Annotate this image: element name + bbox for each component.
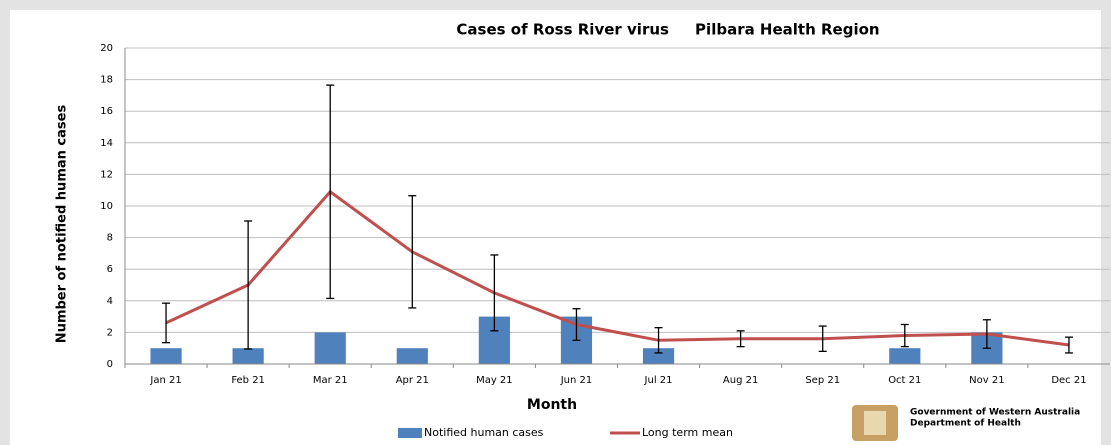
error-bar xyxy=(162,302,171,344)
y-tick-label: 6 xyxy=(107,264,113,275)
bar xyxy=(396,348,428,364)
mean-line xyxy=(165,189,1070,347)
error-bar xyxy=(654,327,663,354)
y-tick-label: 4 xyxy=(107,296,113,307)
legend-swatch xyxy=(398,428,422,438)
x-tick-label: Jan 21 xyxy=(149,375,181,386)
y-tick-label: 0 xyxy=(107,359,113,370)
y-tick-label: 14 xyxy=(100,138,113,149)
chart-title: Cases of Ross River virus Pilbara Health… xyxy=(456,21,879,39)
x-tick-label: Oct 21 xyxy=(888,375,921,386)
y-tick-label: 20 xyxy=(100,43,113,54)
bar xyxy=(232,348,264,364)
x-tick-label: Apr 21 xyxy=(396,375,429,386)
x-tick-label: May 21 xyxy=(476,375,513,386)
x-tick-label: Sep 21 xyxy=(805,375,840,386)
legend-label: Long term mean xyxy=(642,426,733,439)
error-bar xyxy=(490,254,499,332)
x-tick-label: Jul 21 xyxy=(644,375,673,386)
logo-shield xyxy=(864,411,886,435)
logo-text: Department of Health xyxy=(910,419,1021,429)
error-bar xyxy=(1064,336,1073,354)
bar xyxy=(889,348,921,364)
y-tick-label: 18 xyxy=(100,75,113,86)
y-tick-label: 8 xyxy=(107,233,113,244)
error-bar xyxy=(408,195,417,309)
error-bar xyxy=(326,84,335,300)
logo: Government of Western Australia Departme… xyxy=(852,405,1080,441)
error-bar xyxy=(982,319,991,349)
y-tick-label: 12 xyxy=(100,169,113,180)
x-tick-label: Jun 21 xyxy=(560,375,593,386)
y-axis-label: Number of notified human cases xyxy=(55,105,70,344)
x-tick-label: Feb 21 xyxy=(231,375,265,386)
y-tick-label: 16 xyxy=(100,106,113,117)
x-tick-label: Dec 21 xyxy=(1051,375,1086,386)
bar xyxy=(150,348,182,364)
y-tick-label: 10 xyxy=(100,201,113,212)
panel xyxy=(10,10,1101,445)
x-tick-label: Mar 21 xyxy=(313,375,348,386)
bar xyxy=(642,348,675,364)
error-bar xyxy=(244,220,253,350)
error-bar xyxy=(736,330,745,348)
bar xyxy=(314,332,346,364)
x-axis-label: Month xyxy=(527,397,577,413)
legend-label: Notified human cases xyxy=(424,426,544,439)
x-tick-label: Nov 21 xyxy=(969,375,1004,386)
logo-text: Government of Western Australia xyxy=(910,408,1080,418)
error-bar xyxy=(900,323,909,348)
error-bar xyxy=(818,325,827,353)
y-tick-label: 2 xyxy=(107,327,113,338)
error-bar xyxy=(572,308,581,341)
x-tick-label: Aug 21 xyxy=(723,375,758,386)
